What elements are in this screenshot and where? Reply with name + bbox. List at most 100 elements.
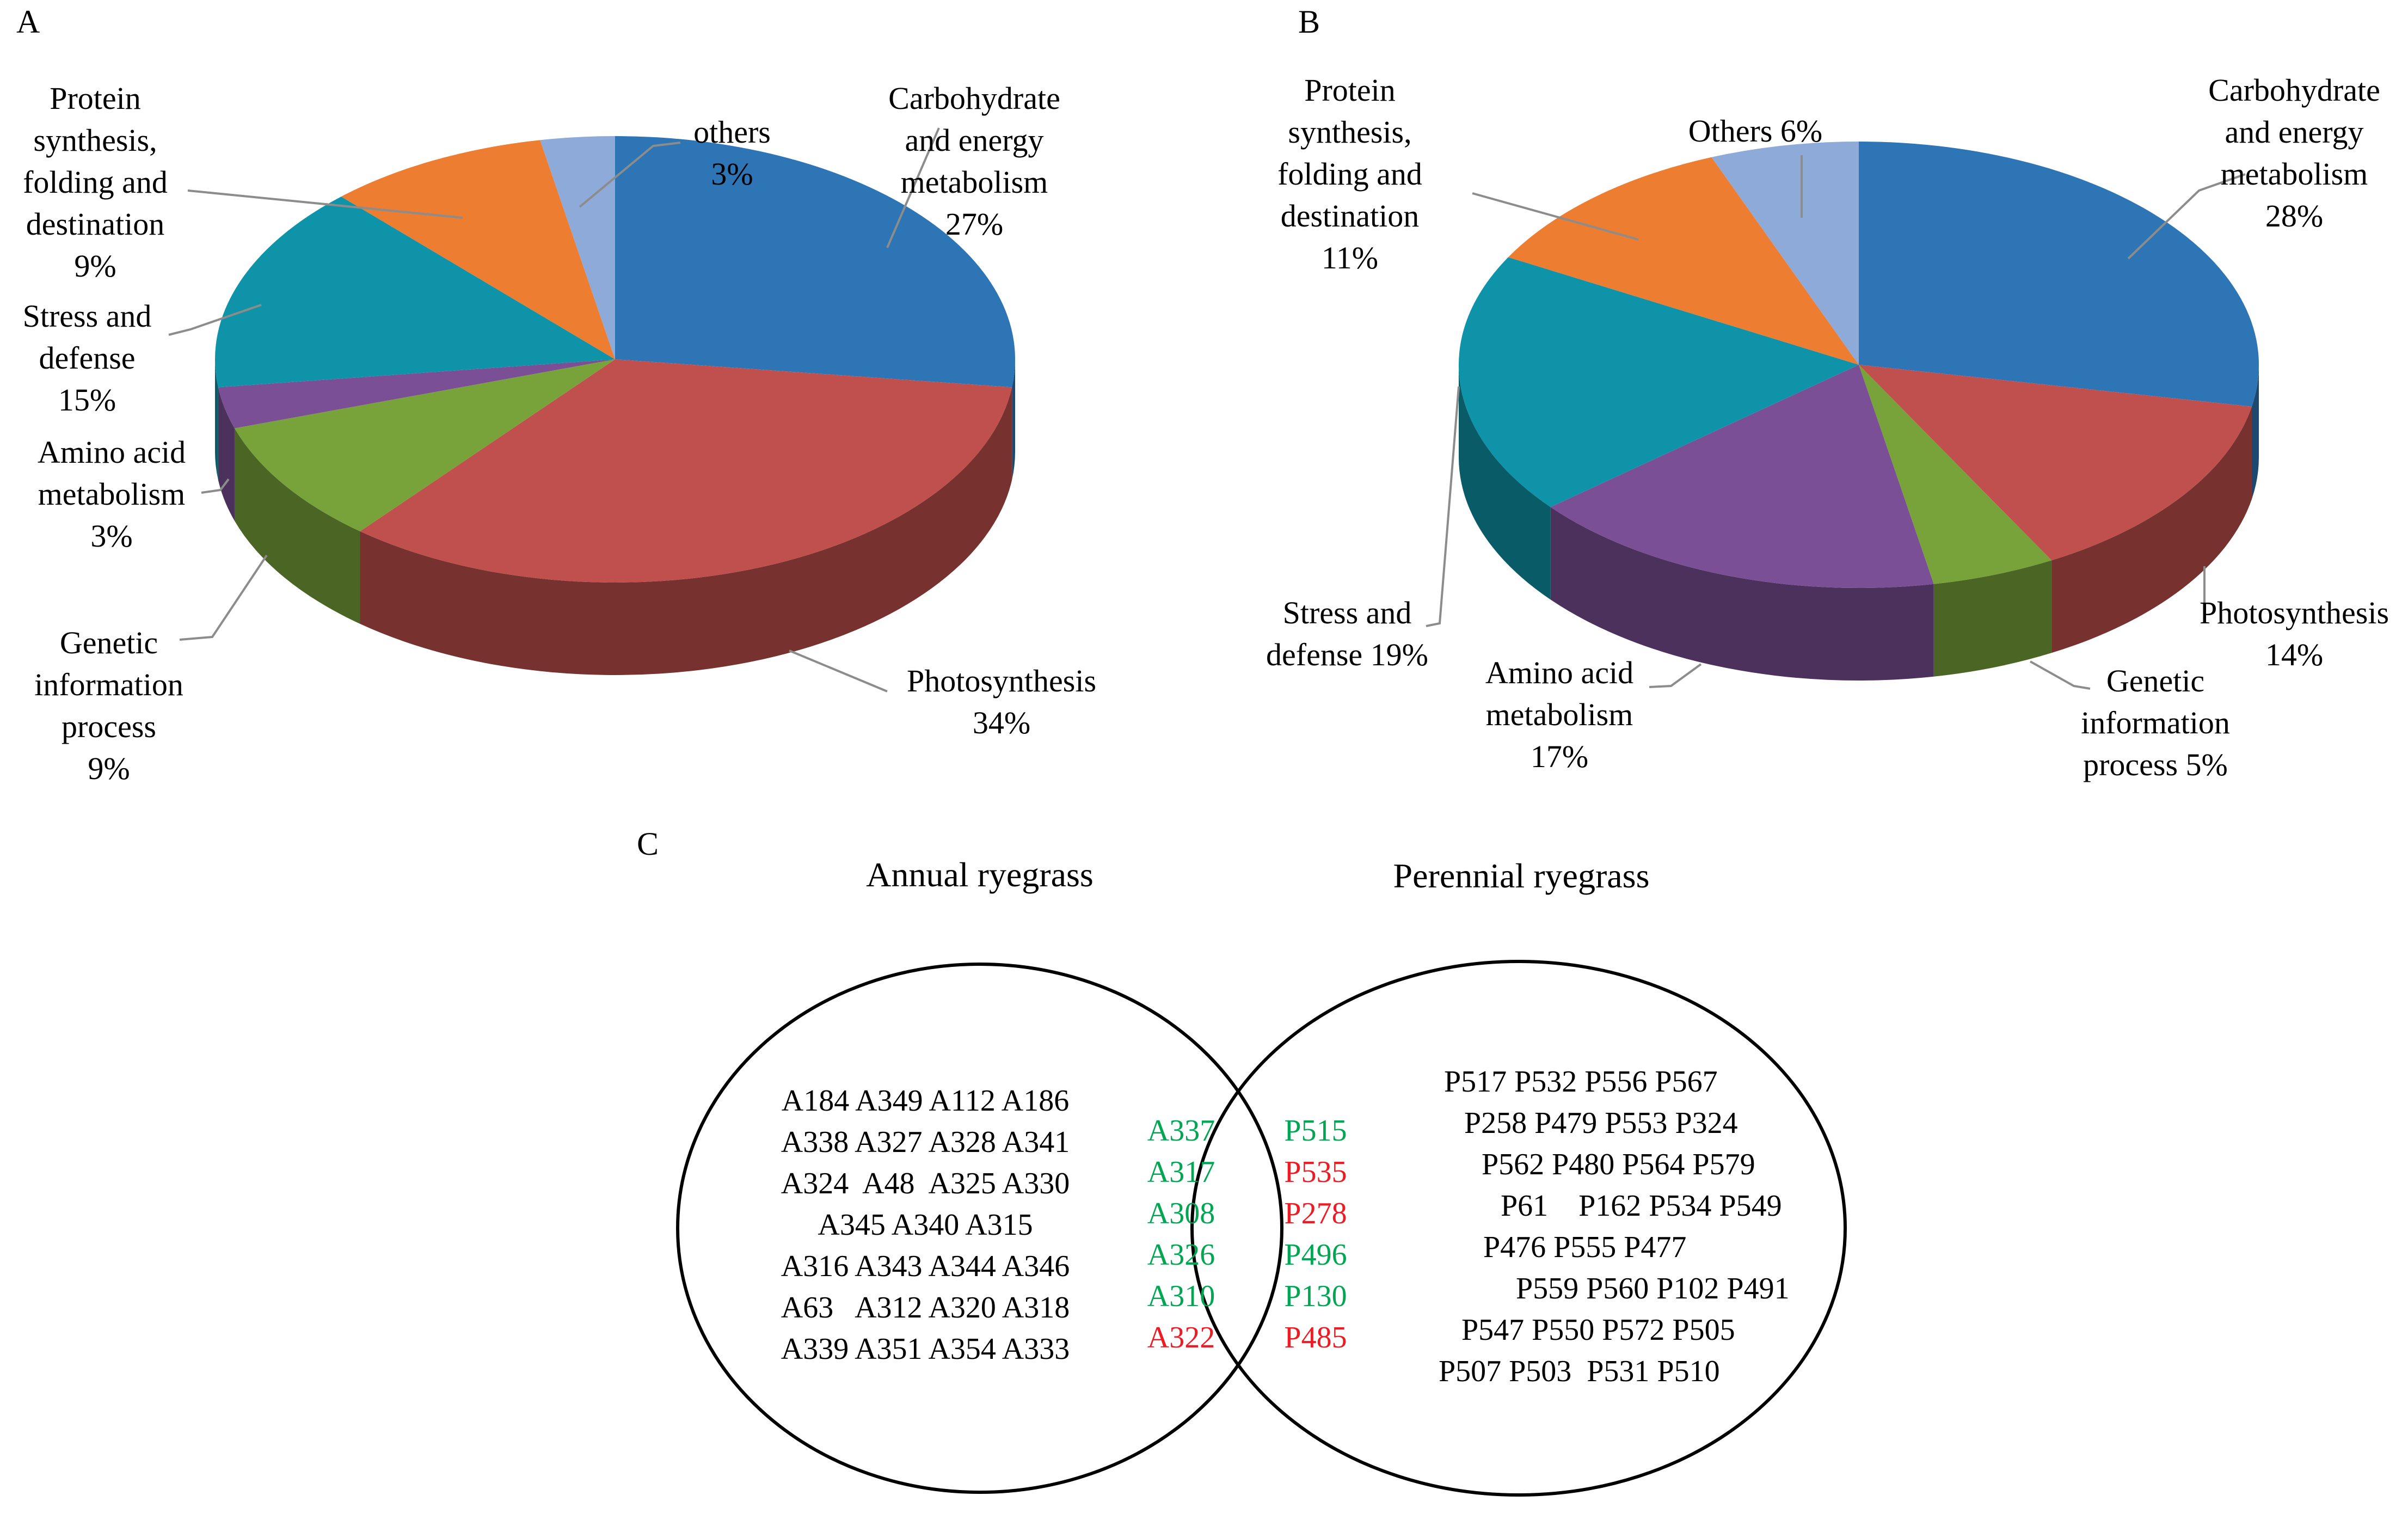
leader-line-5 <box>1472 192 1639 241</box>
slice-label-line: information <box>2081 705 2230 740</box>
venn-right-row: P562 P480 P564 P579 <box>1482 1148 1755 1181</box>
venn-title-annual: Annual ryegrass <box>866 855 1094 894</box>
slice-label-line: Amino acid <box>38 434 186 470</box>
venn-left-row: A324 A48 A325 A330 <box>781 1167 1070 1200</box>
venn-overlap-perennial-id: P535 <box>1284 1155 1347 1189</box>
pie-slice-2 <box>234 359 615 531</box>
venn-circle-annual <box>676 963 1283 1494</box>
slice-label-line: destination <box>26 206 165 242</box>
venn-overlap-perennial-id: P130 <box>1284 1279 1347 1313</box>
pie-slice-2 <box>1859 365 2052 584</box>
pie-slice-1 <box>1859 365 2252 561</box>
pie-top <box>1459 142 2259 588</box>
pie-side-walls <box>1459 365 2259 681</box>
slice-label-line: 15% <box>58 382 116 418</box>
slice-label-1: Photosynthesis 34% <box>907 663 1096 740</box>
venn-right-row: P559 P560 P102 P491 <box>1516 1272 1790 1306</box>
slice-label-line: 11% <box>1322 240 1378 275</box>
pie-labels: Carbohydrate and energy metabolism 28% Photo… <box>1266 72 2389 782</box>
slice-label-line: 3% <box>711 156 753 192</box>
slice-label-line: 27% <box>945 206 1003 242</box>
pie-slice-4 <box>1459 257 1859 507</box>
pie-slice-3 <box>218 359 616 428</box>
slice-label-line: metabolism <box>1486 697 1633 732</box>
slice-label-3: Amino acid metabolism 3% <box>38 434 186 554</box>
leader-line-3 <box>1649 663 1702 688</box>
slice-label-line: 14% <box>2265 637 2323 672</box>
pie-side-1 <box>2051 406 2252 653</box>
venn-diagram-c: Annual ryegrass Perennial ryegrass A184 A3… <box>676 855 1847 1497</box>
slice-label-line: Protein <box>1304 72 1396 108</box>
slice-label-6: others 3% <box>693 114 771 192</box>
venn-left-row: A184 A349 A112 A186 <box>782 1084 1069 1118</box>
slice-label-line: Stress and <box>1283 595 1412 630</box>
venn-overlap-annual-id: A326 <box>1147 1238 1215 1272</box>
leader-line-4 <box>168 304 262 336</box>
slice-label-line: Genetic <box>2106 663 2204 698</box>
venn-overlap-perennial-id: P515 <box>1284 1114 1347 1148</box>
venn-right-row: P258 P479 P553 P324 <box>1464 1106 1738 1140</box>
pie-slice-0 <box>615 136 1015 388</box>
slice-label-line: 9% <box>88 751 130 786</box>
slice-label-line: defense 19% <box>1266 637 1428 672</box>
slice-label-line: 9% <box>74 248 116 284</box>
slice-label-6: Others 6% <box>1688 113 1822 149</box>
slice-label-4: Stress and defense 19% <box>1266 595 1428 672</box>
pie-slice-6 <box>1711 142 1859 365</box>
slice-label-line: destination <box>1281 198 1420 234</box>
pie-side-0 <box>1012 359 1015 480</box>
slice-label-line: and energy <box>905 122 1044 158</box>
pie-side-4 <box>215 359 218 480</box>
pie-chart-a: Carbohydrate and energy metabolism 27% Photo… <box>23 81 1096 786</box>
pie-side-2 <box>1933 560 2052 677</box>
slice-label-line: 34% <box>973 705 1030 740</box>
venn-overlap-annual-id: A308 <box>1147 1197 1215 1230</box>
slice-label-2: Genetic information process 9% <box>34 625 183 786</box>
leader-line-2 <box>179 554 268 641</box>
slice-label-line: information <box>34 667 183 702</box>
slice-label-line: 3% <box>90 518 132 554</box>
pie-slice-5 <box>1508 157 1859 365</box>
slice-label-line: metabolism <box>38 476 186 512</box>
slice-label-line: synthesis, <box>1288 114 1411 150</box>
slice-label-3: Amino acid metabolism 17% <box>1485 655 1633 774</box>
venn-overlap-annual-id: A310 <box>1147 1279 1215 1313</box>
slice-label-line: Genetic <box>60 625 158 660</box>
leader-line-5 <box>187 189 463 219</box>
panel-label-c: C <box>637 826 659 862</box>
slice-label-0: Carbohydrate and energy metabolism 27% <box>888 81 1060 242</box>
pie-side-0 <box>2251 365 2259 499</box>
slice-label-line: Photosynthesis <box>2200 595 2389 630</box>
venn-circle-perennial <box>1190 960 1847 1497</box>
slice-label-1: Photosynthesis 14% <box>2200 595 2389 672</box>
pie-slice-5 <box>341 140 615 359</box>
slice-label-line: Amino acid <box>1485 655 1633 690</box>
venn-left-row: A339 A351 A354 A333 <box>781 1332 1070 1366</box>
slice-label-line: metabolism <box>2221 156 2368 192</box>
leader-line-0 <box>2127 173 2246 260</box>
slice-label-line: process <box>62 709 156 744</box>
slice-label-line: process 5% <box>2083 747 2228 782</box>
pie-side-2 <box>234 428 360 624</box>
venn-right-row: P507 P503 P531 P510 <box>1439 1355 1720 1388</box>
venn-right-row: P517 P532 P556 P567 <box>1444 1065 1718 1099</box>
venn-overlap-annual-id: A337 <box>1147 1114 1215 1148</box>
pie-chart-b: Carbohydrate and energy metabolism 28% Photo… <box>1266 72 2389 782</box>
pie-top <box>215 136 1015 583</box>
venn-title-perennial: Perennial ryegrass <box>1393 856 1650 895</box>
slice-label-line: folding and <box>1277 156 1422 192</box>
slice-label-5: Protein synthesis, folding and destination 9… <box>23 81 168 284</box>
slice-label-line: and energy <box>2225 114 2364 150</box>
leader-line-1 <box>789 649 888 692</box>
venn-left-row: A345 A340 A315 <box>818 1208 1033 1242</box>
leader-line-4 <box>1426 386 1460 627</box>
venn-left-row: A316 A343 A344 A346 <box>781 1249 1070 1283</box>
pie-side-1 <box>360 387 1012 676</box>
pie-slice-3 <box>1550 365 1934 588</box>
slice-label-4: Stress and defense 15% <box>23 298 152 418</box>
slice-label-line: synthesis, <box>33 122 157 158</box>
slice-label-line: Carbohydrate <box>2208 72 2380 108</box>
venn-overlap-perennial-id: P485 <box>1284 1321 1347 1355</box>
venn-overlap-annual-id: A322 <box>1147 1321 1215 1355</box>
